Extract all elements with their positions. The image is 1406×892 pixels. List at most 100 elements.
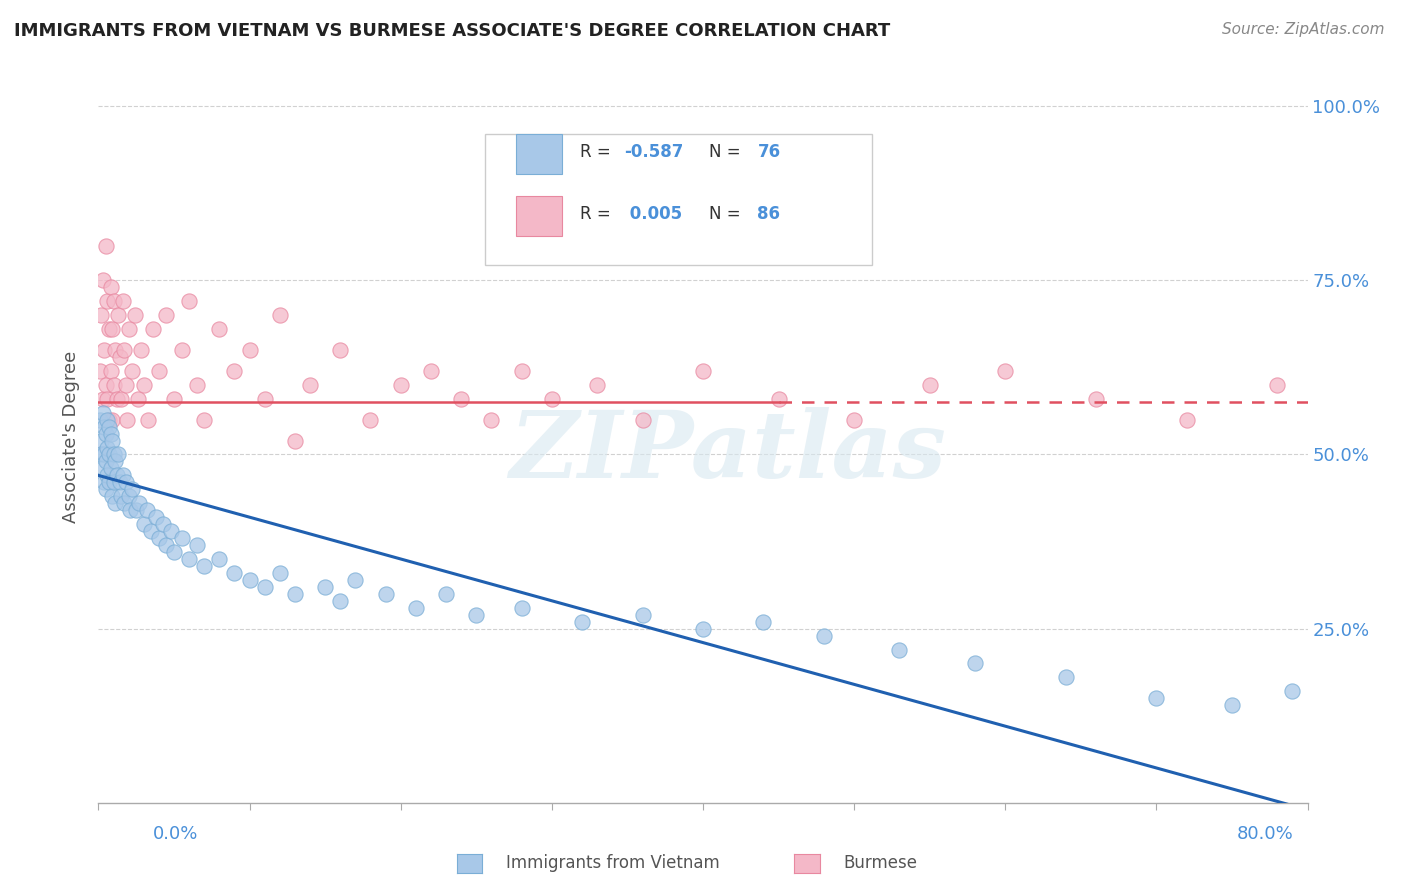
Point [1327, 364, 1350, 378]
Point [284, 434, 307, 448]
Point [465, 607, 488, 622]
Point [160, 524, 183, 538]
Point [120, 503, 142, 517]
Point [163, 545, 186, 559]
Point [631, 412, 654, 426]
Point [540, 392, 562, 406]
Point [571, 615, 593, 629]
Text: 76: 76 [758, 143, 780, 161]
Point [93, 419, 115, 434]
Point [121, 364, 143, 378]
Point [104, 496, 127, 510]
Point [145, 510, 167, 524]
Point [107, 308, 129, 322]
Point [692, 622, 714, 636]
Point [148, 364, 170, 378]
Point [129, 343, 152, 357]
Point [148, 531, 170, 545]
Text: R =: R = [579, 143, 616, 161]
Point [239, 343, 262, 357]
Text: R =: R = [579, 205, 616, 223]
Point [186, 377, 208, 392]
Point [91, 392, 114, 406]
Point [132, 517, 155, 532]
Point [586, 377, 609, 392]
Point [284, 587, 307, 601]
Text: Source: ZipAtlas.com: Source: ZipAtlas.com [1222, 22, 1385, 37]
Point [94, 377, 117, 392]
Point [94, 483, 117, 497]
Point [141, 524, 163, 538]
Point [1386, 392, 1406, 406]
Point [103, 448, 125, 462]
Point [111, 294, 134, 309]
Text: N =: N = [709, 205, 747, 223]
Point [314, 580, 336, 594]
Point [96, 468, 118, 483]
Point [1144, 691, 1167, 706]
Point [1267, 377, 1289, 392]
Point [128, 496, 150, 510]
Point [132, 377, 155, 392]
Point [170, 531, 193, 545]
Point [108, 475, 131, 490]
Point [90, 308, 112, 322]
Point [299, 377, 322, 392]
Point [91, 273, 114, 287]
Text: 80.0%: 80.0% [1237, 825, 1294, 843]
Point [389, 377, 412, 392]
Point [96, 412, 118, 426]
Point [374, 587, 396, 601]
Point [90, 434, 112, 448]
Point [91, 406, 114, 420]
Point [208, 322, 231, 336]
Point [104, 343, 127, 357]
Point [329, 594, 352, 608]
Point [96, 441, 118, 455]
Point [420, 364, 443, 378]
Point [152, 517, 174, 532]
Point [112, 496, 135, 510]
Bar [516, 134, 561, 174]
Point [253, 580, 276, 594]
Point [101, 489, 124, 503]
Point [224, 566, 246, 580]
Text: -0.587: -0.587 [624, 143, 683, 161]
Point [124, 308, 146, 322]
Point [208, 552, 231, 566]
Point [89, 412, 111, 426]
Point [93, 343, 115, 357]
Point [98, 412, 121, 426]
Point [118, 322, 141, 336]
Point [103, 377, 125, 392]
Point [103, 294, 125, 309]
Point [136, 412, 159, 426]
Point [1327, 712, 1350, 726]
Text: ZIPatlas: ZIPatlas [509, 407, 946, 497]
Point [90, 448, 112, 462]
Point [89, 364, 111, 378]
Point [96, 294, 118, 309]
Bar [516, 195, 561, 235]
Point [98, 322, 121, 336]
Point [269, 308, 291, 322]
Point [142, 322, 165, 336]
Point [193, 558, 215, 573]
Point [114, 377, 136, 392]
Point [112, 343, 135, 357]
Point [118, 489, 141, 503]
Text: 86: 86 [758, 205, 780, 223]
Point [94, 454, 117, 468]
Point [94, 238, 117, 252]
Point [1085, 392, 1108, 406]
Point [100, 426, 122, 441]
Point [179, 552, 201, 566]
Point [105, 468, 128, 483]
Y-axis label: Associate's Degree: Associate's Degree [62, 351, 80, 524]
Point [100, 364, 122, 378]
Point [965, 657, 987, 671]
Point [91, 461, 114, 475]
Point [101, 412, 124, 426]
Point [813, 629, 835, 643]
Point [93, 448, 115, 462]
